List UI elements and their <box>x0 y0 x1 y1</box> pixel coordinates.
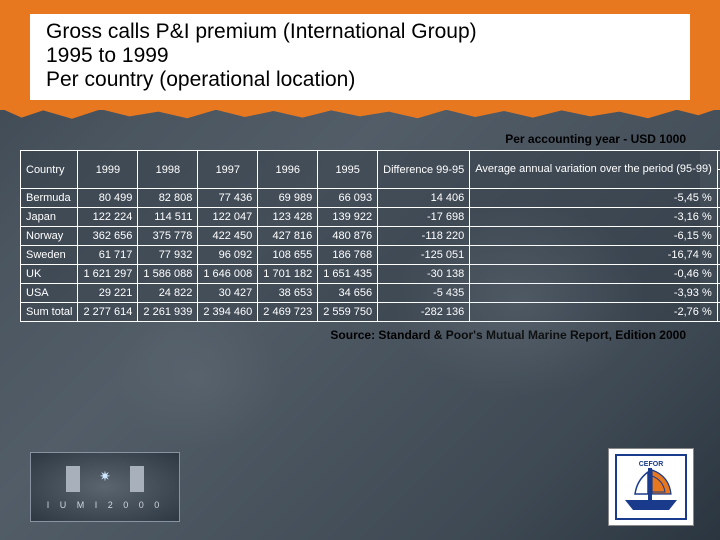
svg-text:CEFOR: CEFOR <box>639 461 664 468</box>
ship-icon: CEFOR <box>615 454 687 520</box>
cefor-logo: CEFOR <box>608 448 694 526</box>
title-line-1: Gross calls P&I premium (International G… <box>46 20 674 44</box>
star-icon: ✷ <box>99 468 111 485</box>
header-band: Gross calls P&I premium (International G… <box>0 0 720 110</box>
iumi-logo-text: I U M I 2 0 0 0 <box>47 500 164 510</box>
title-line-3: Per country (operational location) <box>46 68 674 92</box>
bridge-icon: ✷ <box>50 464 160 498</box>
iumi-logo: ✷ I U M I 2 0 0 0 <box>30 452 180 522</box>
title-card: Gross calls P&I premium (International G… <box>30 14 690 100</box>
title-line-2: 1995 to 1999 <box>46 44 674 68</box>
